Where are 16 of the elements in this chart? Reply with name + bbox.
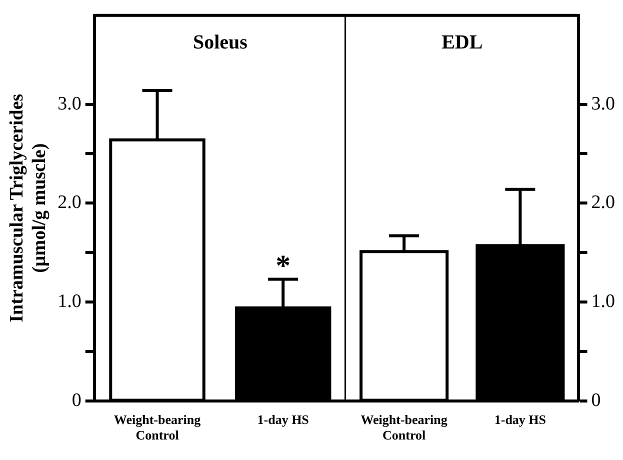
y2-tick-label: 0 xyxy=(591,390,601,411)
text: Soleus xyxy=(192,32,248,54)
y-tick-label: 2.0 xyxy=(58,192,82,214)
y-tick-label: 3.0 xyxy=(58,93,82,114)
y2-tick-label: 2.0 xyxy=(591,192,615,214)
y2-tick-label: 3.0 xyxy=(591,93,615,114)
text: EDL xyxy=(442,32,483,54)
y2-tick-label: 1.0 xyxy=(591,290,615,312)
x-tick-label: Weight-bearing Control xyxy=(360,412,448,443)
x-tick-label: 1-day HS xyxy=(257,412,309,427)
y-tick-label: 0 xyxy=(72,390,82,411)
x-tick-label: 1-day HS xyxy=(494,412,546,427)
annotation: * xyxy=(276,249,291,282)
y-tick-label: 1.0 xyxy=(58,290,82,312)
x-tick-label: Weight-bearing Control xyxy=(114,412,202,443)
y-axis-title: Intramuscular Triglycerides (μmol/g muscle) xyxy=(6,94,50,322)
